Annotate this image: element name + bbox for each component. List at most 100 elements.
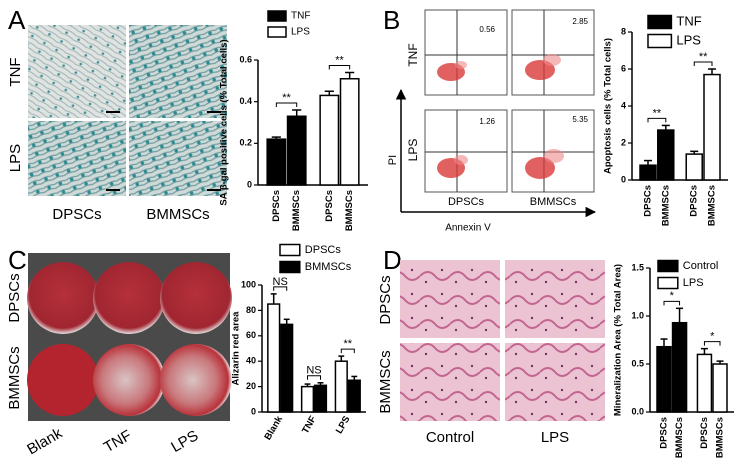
- x-tick-label: Blank: [263, 414, 286, 443]
- x-tick-label: BMMSCs: [674, 417, 685, 458]
- significance-bracket: [275, 102, 298, 107]
- significance-bracket: [693, 61, 713, 66]
- significance-bracket: [663, 300, 681, 306]
- image: [129, 25, 227, 118]
- legend-swatch: [657, 276, 679, 290]
- panel-letter: A: [8, 5, 26, 35]
- bar: [347, 379, 361, 413]
- legend-swatch: [657, 259, 679, 273]
- col-label: BMMSCs: [146, 206, 209, 223]
- significance-label: *: [670, 290, 675, 302]
- panel-letter: B: [383, 5, 400, 35]
- legend-swatch: [279, 243, 301, 257]
- y-axis-label: Alizarin red area: [231, 311, 242, 386]
- y-tick-label: 0: [621, 174, 626, 184]
- y-tick-label: 0.5: [631, 358, 644, 368]
- y-tick-label: 40: [246, 356, 256, 366]
- bar: [280, 323, 294, 413]
- bar: [696, 353, 713, 413]
- col-label: LPS: [168, 427, 201, 456]
- significance-label: **: [653, 107, 662, 119]
- x-tick-label: DPSCs: [699, 417, 710, 449]
- significance-bracket: [340, 348, 355, 354]
- percentage: 2.85: [572, 17, 588, 26]
- x-tick-label: BMMSCs: [660, 185, 671, 226]
- significance-bracket: [273, 286, 288, 291]
- bar: [639, 164, 657, 181]
- panel-letter: D: [383, 245, 402, 275]
- col-label: DPSCs: [52, 206, 101, 223]
- y-tick-label: 100: [241, 279, 256, 289]
- legend-swatch: [279, 260, 301, 274]
- col-label: Control: [426, 429, 474, 446]
- row-label: DPSCs: [6, 273, 23, 322]
- y-axis-label: SA β-gal positive cells (% Total cells): [219, 39, 230, 205]
- percentage: 5.35: [572, 115, 588, 124]
- row-label: LPS: [406, 139, 420, 162]
- significance-bracket: [328, 65, 351, 70]
- row-label: TNF: [406, 43, 420, 66]
- y-axis-label: Mineralization Area (% Total Area): [613, 264, 624, 416]
- bar: [712, 363, 728, 413]
- y-axis-label: Apoptosis cells (% Total cells): [603, 38, 614, 174]
- col-label: LPS: [541, 429, 569, 446]
- y-tick-label: 2: [621, 137, 626, 147]
- significance-label: **: [344, 338, 353, 350]
- bar: [657, 129, 675, 181]
- histology: [400, 260, 605, 421]
- y-tick-label: 20: [246, 381, 256, 391]
- x-tick-label: DPSCs: [271, 190, 282, 222]
- legend-label: LPS: [683, 277, 704, 289]
- bar: [267, 303, 281, 413]
- row-label: LPS: [7, 144, 24, 172]
- y-tick-label: 0.4: [239, 96, 252, 106]
- significance-label: *: [710, 331, 715, 343]
- bar: [671, 321, 688, 413]
- bar: [266, 138, 287, 186]
- significance-label: NS: [273, 276, 288, 288]
- significance-label: **: [699, 51, 708, 63]
- row-label: TNF: [7, 57, 24, 86]
- y-tick-label: 4: [621, 100, 626, 110]
- y-tick-label: 6: [621, 63, 626, 73]
- y-tick-label: 8: [621, 26, 626, 36]
- legend-label: TNF: [291, 11, 310, 22]
- row-label: BMMSCs: [377, 350, 394, 413]
- plate-photo: [27, 253, 232, 421]
- col-label: Blank: [24, 425, 65, 459]
- x-tick-label: DPSCs: [324, 190, 335, 222]
- y-tick-label: 1.0: [631, 310, 644, 320]
- bar: [286, 115, 307, 186]
- legend-label: Control: [683, 260, 718, 272]
- y-tick-label: 80: [246, 305, 256, 315]
- x-tick-label: BMMSCs: [715, 417, 726, 458]
- y-tick-label: 0.6: [239, 54, 252, 64]
- x-tick-label: BMMSCs: [291, 190, 302, 231]
- x-tick-label: DPSCs: [659, 417, 670, 449]
- x-tick-label: BMMSCs: [707, 185, 718, 226]
- bar: [703, 73, 721, 181]
- col-label: TNF: [101, 427, 135, 456]
- x-tick-label: BMMSCs: [344, 190, 355, 231]
- legend-label: TNF: [676, 13, 701, 28]
- significance-bracket: [647, 117, 667, 123]
- axis-label: PI: [387, 155, 399, 165]
- bar: [300, 385, 315, 413]
- significance-label: NS: [306, 365, 321, 377]
- legend-swatch: [267, 10, 287, 22]
- y-tick-label: 0.0: [631, 406, 644, 416]
- image: [28, 25, 126, 118]
- legend-swatch: [647, 14, 673, 30]
- significance-label: **: [335, 54, 344, 66]
- y-tick-label: 0: [247, 179, 252, 189]
- bar: [685, 153, 703, 181]
- bar: [339, 78, 360, 186]
- legend-label: DPSCs: [305, 244, 342, 256]
- bar: [656, 345, 672, 413]
- significance-label: **: [282, 92, 291, 104]
- bar: [334, 360, 348, 413]
- panel-letter: C: [8, 245, 27, 275]
- x-tick-label: DPSCs: [643, 185, 654, 217]
- significance-bracket: [307, 375, 321, 380]
